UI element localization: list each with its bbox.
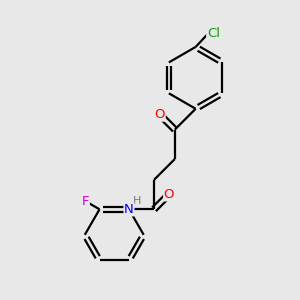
Text: F: F — [82, 195, 89, 208]
Text: O: O — [154, 108, 165, 121]
Text: N: N — [124, 203, 134, 216]
Text: O: O — [164, 188, 174, 201]
Text: Cl: Cl — [207, 27, 220, 40]
Text: H: H — [133, 196, 141, 206]
